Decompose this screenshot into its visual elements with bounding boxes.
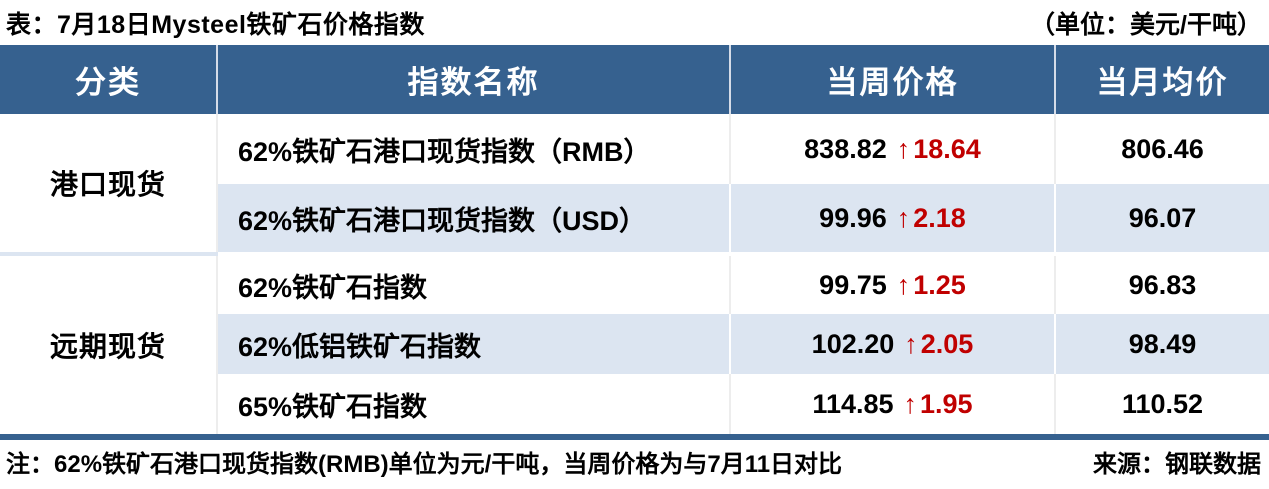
month-avg-cell: 96.83	[1055, 254, 1269, 314]
title-bar: 表：7月18日Mysteel铁矿石价格指数 （单位：美元/干吨）	[0, 0, 1269, 45]
week-price-cell: 838.82 ↑ 18.64	[730, 114, 1056, 184]
week-price-cell: 102.20 ↑ 2.05	[730, 314, 1056, 374]
up-arrow-icon: ↑	[903, 388, 918, 419]
index-name-cell: 62%铁矿石港口现货指数（USD）	[217, 184, 731, 256]
column-header-index-name: 指数名称	[217, 45, 731, 114]
column-header-category: 分类	[0, 45, 218, 114]
up-arrow-icon: ↑	[896, 202, 911, 233]
page-title: 表：7月18日Mysteel铁矿石价格指数	[6, 10, 425, 39]
table-row: 远期现货 62%铁矿石指数 99.75 ↑ 1.25 96.83	[0, 254, 1269, 434]
table-row: 62%铁矿石港口现货指数（USD） 99.96 ↑ 2.18 96.07	[0, 184, 1269, 256]
up-arrow-icon: ↑	[896, 269, 911, 300]
week-price-value: 102.20	[811, 328, 895, 359]
category-cell-port-spot: 港口现货	[0, 114, 218, 256]
table-row: 港口现货 62%铁矿石港口现货指数（RMB） 838.82 ↑ 18.64 806.…	[0, 114, 1269, 256]
week-price-cell: 99.96 ↑ 2.18	[730, 184, 1056, 256]
week-change-value: 2.05	[920, 328, 974, 359]
table-bottom-rule	[0, 434, 1269, 440]
header-row: 分类 指数名称 当周价格 当月均价	[0, 45, 1269, 114]
month-avg-cell: 98.49	[1055, 314, 1269, 374]
index-name-cell: 62%铁矿石指数	[217, 254, 731, 314]
up-arrow-icon: ↑	[896, 133, 911, 164]
index-name-cell: 62%铁矿石港口现货指数（RMB）	[217, 114, 731, 184]
footnote: 注：62%铁矿石港口现货指数(RMB)单位为元/干吨，当周价格为与7月11日对比	[6, 450, 843, 478]
price-index-table: 分类 指数名称 当周价格 当月均价 港口现货 62%铁矿石港口现货指数（RMB）…	[0, 45, 1269, 434]
week-price-cell: 99.75 ↑ 1.25	[730, 254, 1056, 314]
month-avg-cell: 110.52	[1055, 374, 1269, 434]
month-avg-cell: 96.07	[1055, 184, 1269, 256]
up-arrow-icon: ↑	[904, 328, 918, 359]
column-header-week-price: 当周价格	[730, 45, 1056, 114]
table-row: 65%铁矿石指数 114.85 ↑ 1.95 110.52	[0, 374, 1269, 434]
week-price-value: 838.82	[804, 133, 887, 164]
week-change-value: 1.25	[913, 269, 966, 300]
index-name-cell: 62%低铝铁矿石指数	[217, 314, 731, 374]
week-price-value: 114.85	[812, 388, 894, 419]
column-header-month-avg: 当月均价	[1055, 45, 1269, 114]
month-avg-cell: 806.46	[1055, 114, 1269, 184]
table-row: 62%低铝铁矿石指数 102.20 ↑ 2.05 98.49	[0, 314, 1269, 374]
week-change-value: 2.18	[913, 202, 966, 233]
week-change-value: 1.95	[920, 388, 973, 419]
footer-bar: 注：62%铁矿石港口现货指数(RMB)单位为元/干吨，当周价格为与7月11日对比…	[0, 440, 1269, 480]
week-price-cell: 114.85 ↑ 1.95	[730, 374, 1056, 434]
index-name-cell: 65%铁矿石指数	[217, 374, 731, 434]
week-price-value: 99.75	[819, 269, 887, 300]
week-price-value: 99.96	[819, 202, 887, 233]
data-source: 来源：钢联数据	[1093, 450, 1261, 478]
category-cell-forward-spot: 远期现货	[0, 254, 218, 434]
week-change-value: 18.64	[913, 133, 981, 164]
unit-note: （单位：美元/干吨）	[1030, 10, 1262, 39]
